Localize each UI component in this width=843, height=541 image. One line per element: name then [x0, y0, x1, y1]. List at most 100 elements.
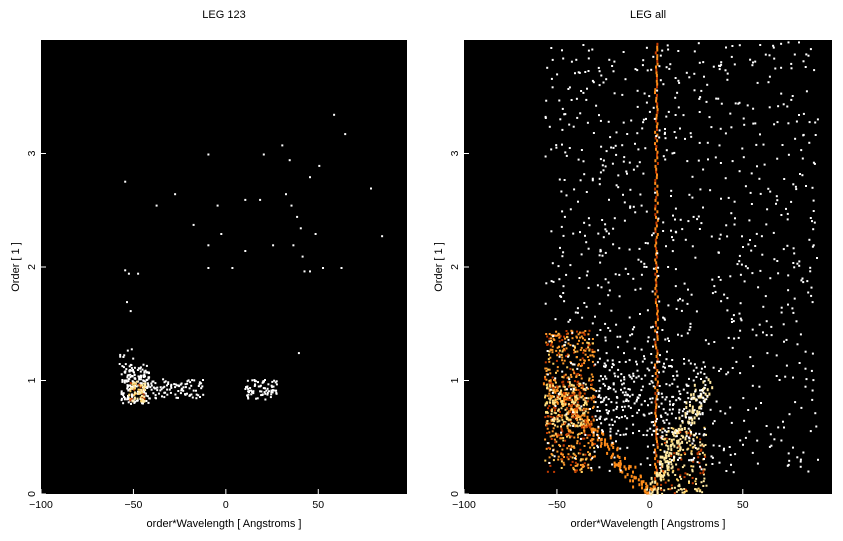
data-point [693, 89, 696, 92]
data-point [190, 384, 193, 387]
data-point [139, 396, 142, 399]
data-point [660, 483, 663, 486]
feature-point [660, 487, 662, 491]
data-point [138, 378, 141, 381]
data-point [549, 348, 552, 351]
data-point [633, 326, 636, 329]
feature-point [656, 318, 659, 322]
data-point [134, 387, 136, 390]
data-point [588, 377, 591, 380]
data-point [617, 429, 620, 432]
data-point [678, 411, 681, 414]
data-point [588, 329, 591, 332]
data-point [749, 58, 752, 61]
feature-point [655, 147, 657, 151]
data-point [554, 381, 557, 384]
data-point [130, 387, 133, 390]
feature-point [586, 415, 589, 419]
data-point [701, 451, 704, 454]
feature-point [612, 452, 615, 456]
data-point [556, 418, 559, 421]
data-point [692, 465, 695, 468]
data-point [656, 360, 659, 363]
data-point [544, 438, 547, 441]
feature-point [654, 159, 657, 163]
feature-point [646, 491, 649, 495]
data-point [755, 143, 758, 146]
data-point [563, 335, 565, 338]
data-point [695, 310, 698, 313]
data-point [576, 367, 579, 370]
data-point [814, 134, 817, 136]
data-point [558, 434, 560, 437]
data-point [591, 354, 594, 357]
data-point [136, 397, 139, 400]
feature-point [684, 437, 687, 441]
data-point [575, 373, 578, 376]
data-point [195, 397, 198, 400]
data-point [554, 441, 557, 444]
data-point [142, 398, 144, 401]
data-point [592, 427, 595, 430]
data-point [699, 465, 701, 468]
data-point [671, 395, 674, 398]
data-point [764, 53, 767, 56]
data-point [572, 425, 575, 427]
data-point [659, 354, 661, 357]
data-point [701, 412, 704, 414]
data-point [785, 364, 788, 367]
data-point [686, 384, 689, 387]
feature-point [591, 430, 593, 433]
data-point [725, 470, 728, 472]
data-point [813, 162, 816, 165]
data-point [584, 434, 587, 436]
data-point [655, 420, 658, 423]
data-point [598, 177, 601, 180]
data-point [644, 147, 647, 150]
feature-point [652, 485, 655, 489]
data-point [605, 364, 607, 367]
data-point [556, 394, 559, 397]
data-point [552, 338, 555, 341]
data-point [546, 335, 549, 338]
feature-point [603, 443, 606, 447]
data-point [190, 393, 193, 396]
data-point [576, 401, 579, 404]
data-point [799, 333, 802, 336]
data-point [579, 459, 582, 462]
feature-point [670, 452, 673, 456]
data-point [607, 385, 610, 388]
data-point [314, 233, 317, 235]
data-point [556, 396, 559, 399]
data-point [679, 393, 682, 395]
data-point [245, 386, 247, 389]
data-point [169, 391, 172, 394]
x-axis-label-leg-123: order*Wavelength [ Angstroms ] [147, 518, 302, 530]
data-point [668, 365, 671, 368]
feature-point [554, 378, 557, 382]
data-point [683, 282, 686, 285]
data-point [674, 429, 677, 432]
data-point [551, 419, 554, 422]
data-point [612, 70, 615, 73]
data-point [154, 394, 157, 397]
data-point [806, 280, 809, 283]
data-point [742, 156, 745, 159]
data-point [751, 384, 754, 387]
data-point [643, 92, 646, 95]
data-point [591, 415, 594, 418]
data-point [682, 388, 685, 391]
feature-point [700, 395, 703, 399]
data-point [695, 398, 698, 401]
data-point [568, 397, 571, 399]
data-point [565, 433, 568, 436]
data-point [544, 155, 547, 158]
data-point [562, 362, 565, 365]
data-point [616, 335, 619, 338]
data-point [792, 247, 795, 250]
feature-point [656, 482, 659, 486]
data-point [640, 260, 643, 263]
feature-point [655, 284, 658, 287]
data-point [688, 474, 691, 477]
data-point [712, 422, 714, 425]
